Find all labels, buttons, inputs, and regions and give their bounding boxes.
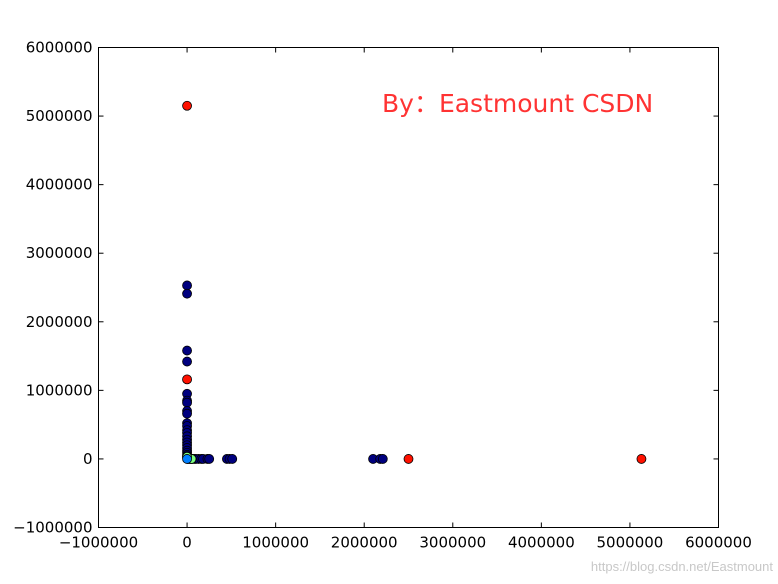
plot-area xyxy=(98,47,719,528)
annotation-text: By：Eastmount CSDN xyxy=(382,89,653,118)
data-point xyxy=(182,408,192,419)
data-point xyxy=(377,454,388,464)
x-tick-label: 3000000 xyxy=(419,534,486,552)
x-tick-label: 6000000 xyxy=(685,534,752,552)
data-point xyxy=(182,100,192,111)
y-tick-label: 6000000 xyxy=(26,39,93,57)
y-tick-label: 0 xyxy=(83,450,93,468)
data-point xyxy=(204,454,215,464)
data-point xyxy=(182,345,192,356)
x-tick-label: 2000000 xyxy=(331,534,398,552)
data-point xyxy=(182,397,192,408)
x-tick-label: 4000000 xyxy=(508,534,575,552)
data-point xyxy=(227,454,238,464)
y-tick-label: 1000000 xyxy=(26,381,93,399)
x-tick-label: −1000000 xyxy=(59,534,138,552)
plot-frame xyxy=(98,47,719,528)
data-point xyxy=(403,454,414,464)
data-point xyxy=(182,288,192,299)
x-tick-label: 5000000 xyxy=(597,534,664,552)
y-tick-label: 3000000 xyxy=(26,244,93,262)
data-point xyxy=(182,374,192,385)
y-tick-label: 5000000 xyxy=(26,107,93,125)
y-tick-label: 2000000 xyxy=(26,313,93,331)
data-point xyxy=(182,356,192,367)
x-tick-label: 0 xyxy=(182,534,192,552)
y-tick-label: −1000000 xyxy=(13,519,92,537)
x-tick-label: 1000000 xyxy=(242,534,309,552)
data-point xyxy=(182,454,192,464)
data-points xyxy=(182,100,647,464)
y-tick-label: 4000000 xyxy=(26,176,93,194)
axis-ticks: −1000000 0 1000000 2000000 3000000 4000000 500… xyxy=(13,39,752,552)
data-point xyxy=(182,280,192,291)
data-point xyxy=(636,454,647,464)
watermark-text: https://blog.csdn.net/Eastmount xyxy=(591,559,773,574)
